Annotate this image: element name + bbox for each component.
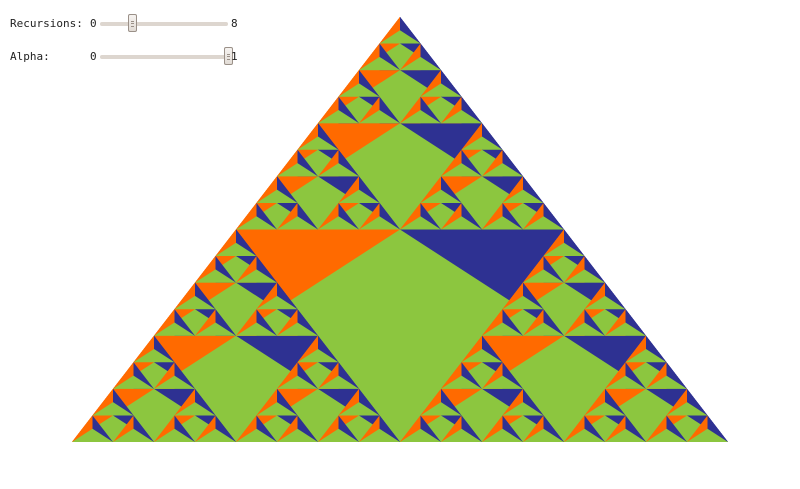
fractal-green-wedge [359,56,400,71]
fractal-green-wedge [625,349,667,363]
fractal-green-wedge [564,322,605,336]
fractal-green-wedge [277,428,318,442]
fractal-green-wedge [195,428,236,442]
fractal-green-wedge [338,83,380,97]
fractal-green-wedge [400,428,441,442]
fractal-green-wedge [482,322,523,336]
fractal-green-wedge [461,136,503,150]
alpha-slider-thumb[interactable] [224,47,233,65]
fractal-green-wedge [236,216,277,230]
fractal-green-wedge [236,428,277,442]
fractal-green-wedge [482,428,523,442]
fractal-green-wedge [133,349,175,363]
fractal-green-wedge [400,56,441,71]
fractal-green-wedge [318,428,359,442]
fractal-green-wedge [338,189,380,203]
fractal-green-wedge [297,349,339,363]
fractal-green-wedge [400,109,441,124]
fractal-green-wedge [400,216,441,230]
fractal-green-wedge [687,428,728,442]
fractal-green-wedge [174,402,216,416]
fractal-green-wedge [523,269,564,283]
fractal-green-wedge [441,428,482,442]
fractal-green-wedge [318,109,359,124]
fractal-green-wedge [420,189,462,203]
fractal-green-wedge [359,428,400,442]
fractal-green-wedge [543,242,585,257]
fractal-green-wedge [646,428,687,442]
alpha-control: Alpha: 0 1 [10,47,250,67]
fractal-green-wedge [564,269,605,283]
fractal-green-wedge [236,269,277,283]
fractal-green-wedge [359,216,400,230]
recursions-min-label: 0 [90,17,97,30]
alpha-label: Alpha: [10,50,50,63]
fractal-green-wedge [420,83,462,97]
fractal-green-wedge [72,428,113,442]
fractal-green-wedge [584,295,626,310]
fractal-green-wedge [92,402,134,416]
fractal-green-wedge [318,216,359,230]
recursions-label: Recursions: [10,17,83,30]
fractal-green-wedge [605,375,646,389]
fractal-green-wedge [338,402,380,416]
alpha-max-label: 1 [231,50,238,63]
alpha-slider[interactable] [100,47,233,65]
fractal-green-wedge [646,375,687,389]
fractal-green-wedge [482,375,523,389]
fractal-green-wedge [482,216,523,230]
fractal-green-wedge [113,428,154,442]
fractal-green-wedge [297,136,339,150]
fractal-green-wedge [256,402,298,416]
fractal-green-wedge [154,428,195,442]
alpha-min-label: 0 [90,50,97,63]
fractal-green-wedge [256,295,298,310]
fractal-green-wedge [441,216,482,230]
fractal-green-wedge [277,322,318,336]
fractal-green-wedge [441,109,482,124]
fractal-green-wedge [256,189,298,203]
fractal-green-wedge [461,349,503,363]
fractal-green-wedge [277,375,318,389]
fractal-green-wedge [523,216,564,230]
fractal-green-wedge [605,428,646,442]
fractal-green-wedge [154,375,195,389]
fractal-green-wedge [564,428,605,442]
fractal-green-wedge [441,375,482,389]
fractal-green-wedge [318,375,359,389]
fractal-green-wedge [154,322,195,336]
fractal-green-wedge [441,163,482,177]
fractal-green-wedge [277,163,318,177]
fractal-green-wedge [318,163,359,177]
fractal-green-wedge [195,322,236,336]
fractal-green-wedge [277,216,318,230]
recursions-max-label: 8 [231,17,238,30]
fractal-green-wedge [113,375,154,389]
fractal-green-wedge [482,163,523,177]
recursions-slider[interactable] [100,14,228,32]
fractal-green-wedge [523,322,564,336]
fractal-green-wedge [215,242,257,257]
fractal-green-wedge [666,402,708,416]
fractal-green-wedge [379,30,421,44]
fractal-green-wedge [420,402,462,416]
fractal-green-wedge [236,322,277,336]
fractal-green-wedge [502,402,544,416]
fractal-green-wedge [359,109,400,124]
fractal-green-wedge [502,295,544,310]
fractal-green-wedge [502,189,544,203]
sierpinski-fractal [72,17,728,442]
recursions-slider-thumb[interactable] [128,14,137,32]
fractal-green-wedge [523,428,564,442]
fractal-green-wedge [605,322,646,336]
recursions-control: Recursions: 0 8 [10,14,250,34]
fractal-green-wedge [195,269,236,283]
fractal-green-wedge [584,402,626,416]
fractal-green-wedge [174,295,216,310]
